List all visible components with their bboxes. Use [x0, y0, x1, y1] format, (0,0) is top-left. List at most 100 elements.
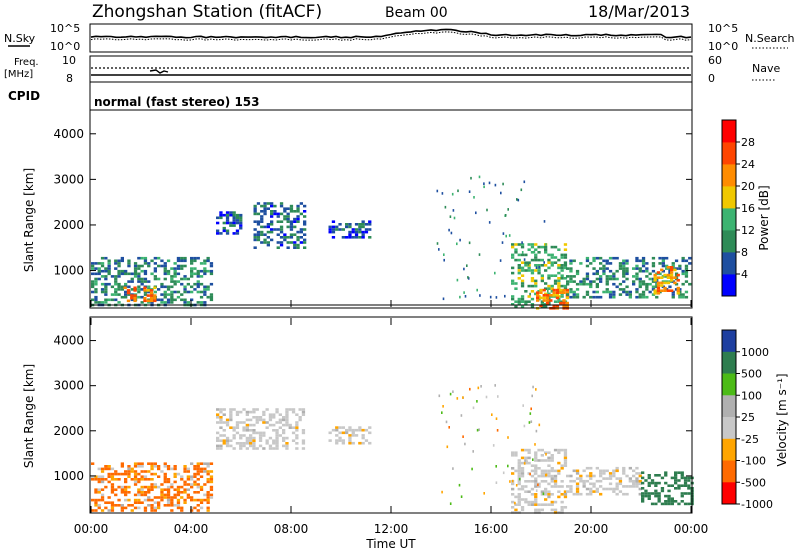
heatmap-cell — [550, 287, 554, 290]
heatmap-cell — [147, 301, 151, 304]
heatmap-cell — [448, 426, 450, 429]
heatmap-cell — [508, 234, 511, 237]
heatmap-cell — [163, 277, 167, 281]
heatmap-cell — [655, 295, 659, 299]
heatmap-cell — [563, 266, 568, 270]
heatmap-cell — [635, 472, 639, 475]
heatmap-cell — [143, 259, 148, 263]
heatmap-cell — [190, 275, 194, 278]
heatmap-cell — [641, 481, 645, 485]
heatmap-cell — [345, 225, 349, 229]
heatmap-cell — [249, 423, 253, 427]
heatmap-cell — [124, 491, 128, 494]
heatmap-cell — [222, 434, 226, 437]
heatmap-cell — [545, 473, 547, 477]
heatmap-cell — [511, 454, 515, 457]
heatmap-cell — [335, 426, 339, 429]
heatmap-cell — [565, 304, 569, 307]
heatmap-cell — [645, 295, 649, 299]
heatmap-cell — [190, 267, 194, 270]
heatmap-cell — [190, 256, 194, 260]
colorbar-swatch — [722, 351, 736, 374]
heatmap-cell — [625, 293, 629, 296]
heatmap-cell — [225, 423, 230, 427]
heatmap-cell — [124, 493, 128, 497]
heatmap-cell — [110, 478, 115, 481]
heatmap-cell — [196, 485, 200, 489]
heatmap-cell — [150, 465, 154, 468]
heatmap-cell — [351, 431, 355, 435]
heatmap-cell — [529, 292, 531, 296]
heatmap-cell — [563, 461, 568, 465]
heatmap-cell — [279, 202, 284, 205]
heatmap-cell — [282, 423, 286, 427]
heatmap-cell — [107, 501, 111, 504]
heatmap-cell — [635, 264, 639, 268]
heatmap-cell — [687, 476, 691, 480]
heatmap-cell — [653, 292, 657, 295]
heatmap-cell — [622, 280, 626, 283]
heatmap-cell — [110, 491, 115, 494]
heatmap-cell — [286, 217, 290, 221]
heatmap-cell — [657, 492, 661, 495]
heatmap-cell — [683, 502, 688, 506]
heatmap-cell — [660, 268, 664, 272]
heatmap-cell — [199, 470, 204, 473]
heatmap-cell — [120, 259, 124, 263]
heatmap-cell — [661, 280, 665, 283]
heatmap-cell — [575, 472, 580, 475]
heatmap-cell — [341, 431, 345, 435]
heatmap-cell — [654, 494, 658, 498]
heatmap-cell — [557, 264, 561, 267]
heatmap-cell — [209, 488, 214, 491]
heatmap-cell — [137, 277, 141, 281]
heatmap-cell — [114, 493, 118, 497]
heatmap-cell — [677, 502, 681, 506]
heatmap-cell — [520, 461, 525, 465]
heatmap-cell — [469, 387, 471, 391]
heatmap-cell — [514, 508, 518, 512]
heatmap-cell — [160, 259, 164, 263]
heatmap-cell — [354, 233, 359, 236]
heatmap-cell — [196, 290, 200, 294]
heatmap-cell — [645, 262, 649, 265]
heatmap-cell — [130, 504, 134, 507]
colorbar-swatch — [722, 120, 736, 143]
heatmap-cell — [104, 290, 108, 294]
heatmap-cell — [206, 256, 210, 260]
heatmap-cell — [140, 493, 144, 497]
heatmap-cell — [553, 282, 558, 285]
heatmap-cell — [222, 226, 226, 230]
heatmap-cell — [193, 256, 197, 260]
heatmap-cell — [206, 506, 210, 510]
heatmap-cell — [183, 488, 187, 491]
heatmap-cell — [190, 298, 194, 302]
heatmap-cell — [553, 256, 558, 259]
heatmap-cell — [262, 418, 266, 422]
heatmap-cell — [536, 296, 540, 300]
heatmap-cell — [618, 264, 623, 268]
heatmap-cell — [268, 413, 273, 416]
heatmap-cell — [563, 256, 568, 259]
heatmap-cell — [354, 228, 359, 231]
heatmap-cell — [575, 272, 580, 276]
heatmap-cell — [504, 294, 506, 298]
heatmap-cell — [203, 493, 207, 497]
heatmap-cell — [479, 294, 481, 297]
heatmap-cell — [265, 442, 269, 445]
heatmap-cell — [527, 295, 531, 298]
heatmap-cell — [140, 280, 144, 283]
heatmap-cell — [133, 289, 137, 292]
heatmap-cell — [110, 475, 115, 478]
heatmap-cell — [114, 277, 118, 281]
heatmap-cell — [282, 436, 286, 440]
heatmap-cell — [527, 451, 531, 454]
heatmap-cell — [150, 472, 154, 476]
heatmap-cell — [665, 264, 669, 268]
heatmap-cell — [270, 215, 274, 218]
heatmap-cell — [193, 475, 197, 478]
heatmap-cell — [530, 407, 532, 411]
heatmap-cell — [537, 483, 539, 487]
heatmap-cell — [303, 215, 307, 218]
